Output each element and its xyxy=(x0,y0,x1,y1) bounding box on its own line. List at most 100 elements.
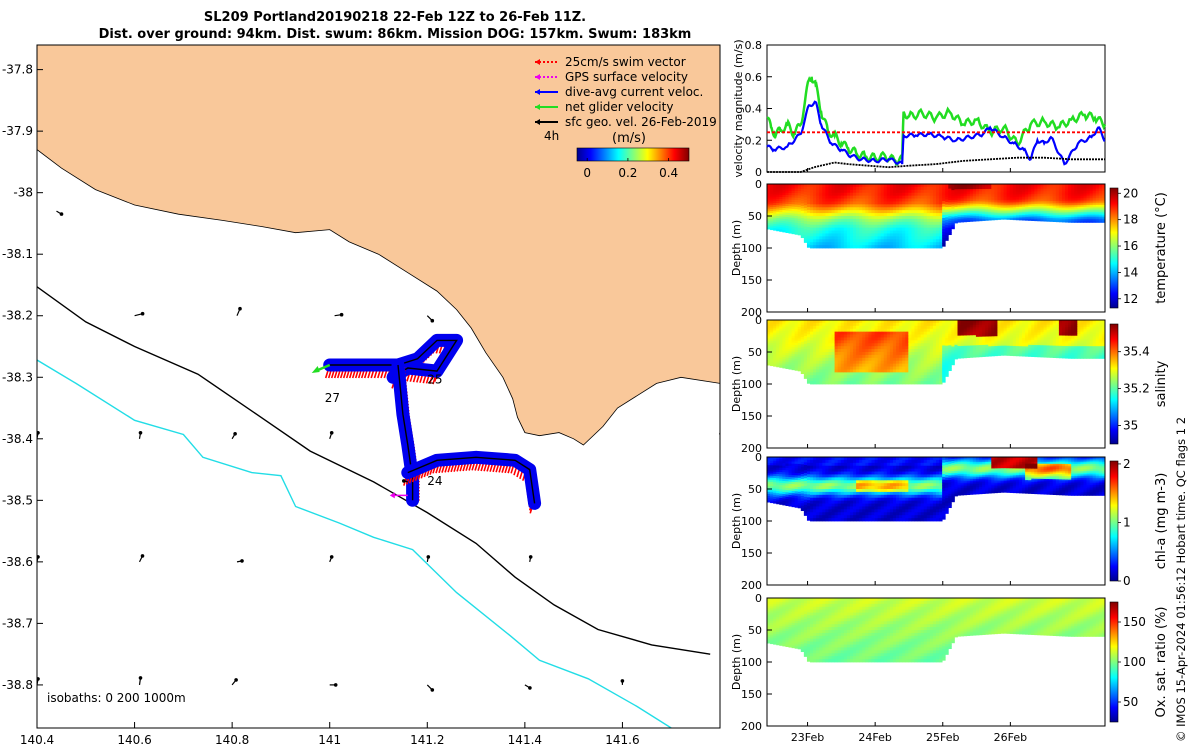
salinity-cell xyxy=(767,363,770,365)
salinity-cell xyxy=(832,326,835,329)
salinity-cell xyxy=(807,349,810,352)
geo-velocity-arrowhead xyxy=(340,313,344,317)
temperature-cell xyxy=(844,201,847,204)
temperature-cell xyxy=(939,233,942,236)
temperature-cell xyxy=(804,200,807,203)
salinity-cell xyxy=(865,349,868,352)
temperature-cell xyxy=(945,228,948,231)
temperature-cell xyxy=(865,213,868,216)
salinity-cell xyxy=(1068,357,1071,359)
salinity-cell xyxy=(914,332,917,335)
temperature-cell xyxy=(801,186,804,189)
salinity-cell xyxy=(948,322,951,325)
salinity-cell xyxy=(1010,354,1013,356)
salinity-cell xyxy=(810,337,813,340)
salinity-cell xyxy=(859,358,862,361)
geo-velocity-arrowhead xyxy=(528,686,532,690)
salinity-cell xyxy=(841,349,844,352)
temperature-cell xyxy=(908,231,911,234)
salinity-cell xyxy=(801,325,804,328)
temperature-cell xyxy=(890,196,893,199)
temperature-cell xyxy=(899,236,902,239)
salinity-cell xyxy=(789,360,792,363)
salinity-cell xyxy=(905,337,908,340)
temperature-cell xyxy=(875,222,878,225)
salinity-cell xyxy=(927,358,930,361)
salinity-cell xyxy=(881,326,884,329)
temperature-cell xyxy=(871,228,874,231)
temperature-cell xyxy=(804,219,807,222)
temperature-cell xyxy=(893,225,896,228)
salinity-cell xyxy=(927,367,930,370)
salinity-cell xyxy=(832,361,835,364)
temperature-cell xyxy=(918,216,921,219)
temperature-cell xyxy=(905,219,908,222)
salinity-cell xyxy=(945,356,948,359)
salinity-cell xyxy=(844,367,847,370)
temperature-cell xyxy=(911,239,914,242)
salinity-cell xyxy=(832,364,835,367)
salinity-cell xyxy=(918,361,921,364)
temperature-cell xyxy=(881,236,884,239)
salinity-cell xyxy=(807,380,810,383)
temperature-cell xyxy=(795,211,798,214)
salinity-cell xyxy=(911,329,914,332)
salinity-cell xyxy=(835,329,838,332)
salinity-cell xyxy=(856,332,859,335)
temperature-cell xyxy=(921,219,924,222)
temperature-cell xyxy=(881,231,884,234)
temperature-cell xyxy=(945,235,948,238)
salinity-cell xyxy=(813,329,816,332)
salinity-cell xyxy=(878,329,881,332)
map-y-tick-label: -38.4 xyxy=(2,432,33,446)
salinity-cell xyxy=(789,349,792,352)
temperature-cell xyxy=(865,231,868,234)
temperature-cell xyxy=(939,190,942,193)
temperature-cell xyxy=(804,216,807,219)
salinity-cell xyxy=(841,381,844,384)
temperature-cell xyxy=(884,239,887,242)
temperature-cell xyxy=(927,231,930,234)
salinity-cell xyxy=(865,326,868,329)
salinity-cell xyxy=(856,346,859,349)
temperature-cell xyxy=(838,222,841,225)
salinity-cell xyxy=(878,367,881,370)
salinity-cell xyxy=(825,346,828,349)
temperature-cell xyxy=(1062,220,1065,222)
temperature-cell xyxy=(908,222,911,225)
temperature-cell xyxy=(911,190,914,193)
salinity-cell xyxy=(908,335,911,338)
temperature-cell xyxy=(810,219,813,222)
salinity-cell xyxy=(914,340,917,343)
salinity-cell xyxy=(896,332,899,335)
temperature-cell xyxy=(819,207,822,210)
salinity-cell xyxy=(828,372,831,375)
temperature-cell xyxy=(810,245,813,248)
salinity-cell xyxy=(807,369,810,372)
temperature-cell xyxy=(813,207,816,210)
salinity-cell xyxy=(945,361,948,364)
temperature-cell xyxy=(899,204,902,207)
salinity-cell xyxy=(945,325,948,328)
salinity-cell xyxy=(835,326,838,329)
temperature-cell xyxy=(862,210,865,213)
temperature-cell xyxy=(948,202,951,205)
salinity-cell xyxy=(819,329,822,332)
salinity-cell xyxy=(850,346,853,349)
salinity-cell xyxy=(853,346,856,349)
salinity-cell xyxy=(795,350,798,353)
salinity-cell xyxy=(887,335,890,338)
temperature-cell xyxy=(844,187,847,190)
temperature-cell xyxy=(819,225,822,228)
salinity-cell xyxy=(844,352,847,355)
temperature-cell xyxy=(881,213,884,216)
salinity-cell xyxy=(813,369,816,372)
temperature-cell xyxy=(930,219,933,222)
temperature-cell xyxy=(936,239,939,242)
temperature-cell xyxy=(865,228,868,231)
temperature-cell xyxy=(813,196,816,199)
salinity-cell xyxy=(871,355,874,358)
salinity-cell xyxy=(838,346,841,349)
temperature-cell xyxy=(939,228,942,231)
temperature-cell xyxy=(884,231,887,234)
